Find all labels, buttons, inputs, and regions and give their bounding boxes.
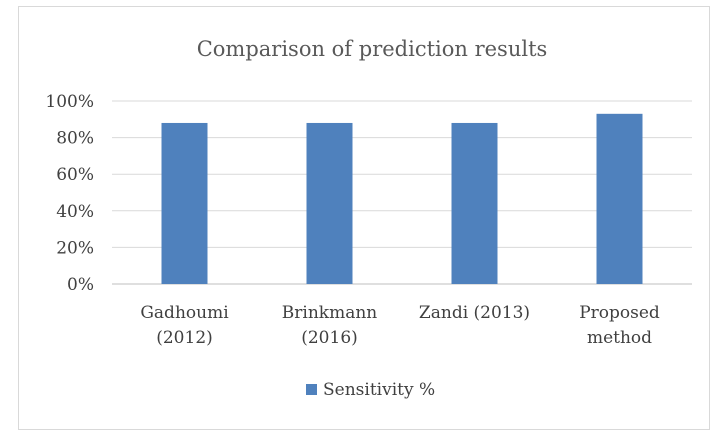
x-category-label: Proposed method xyxy=(579,303,660,348)
y-tick-label: 0% xyxy=(67,275,94,295)
y-tick-label: 40% xyxy=(56,202,94,222)
x-category-label: Gadhoumi (2012) xyxy=(140,303,229,348)
x-category-label: Brinkmann (2016) xyxy=(282,303,378,348)
bars xyxy=(161,113,643,285)
x-axis-categories: Gadhoumi (2012) Brinkmann (2016) Zandi (2013… xyxy=(140,303,660,348)
bar xyxy=(161,122,208,285)
chart-title: Comparison of prediction results xyxy=(197,37,548,61)
y-axis-ticks: 0% 20% 40% 60% 80% 100% xyxy=(45,92,94,295)
y-tick-label: 20% xyxy=(56,238,94,258)
legend-label: Sensitivity % xyxy=(323,380,435,400)
y-tick-label: 100% xyxy=(45,92,94,112)
legend: Sensitivity % xyxy=(306,380,435,400)
y-tick-label: 80% xyxy=(56,129,94,149)
legend-swatch xyxy=(306,384,317,395)
chart-frame xyxy=(18,6,710,430)
bar xyxy=(451,122,498,285)
gridlines xyxy=(112,100,692,285)
bar xyxy=(306,122,353,285)
x-category-label: Zandi (2013) xyxy=(419,303,530,323)
bar xyxy=(596,113,643,284)
y-tick-label: 60% xyxy=(56,165,94,185)
